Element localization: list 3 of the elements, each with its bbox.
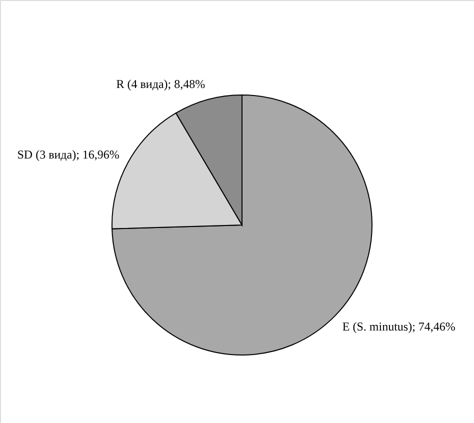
slice-label: R (4 вида); 8,48% — [116, 77, 206, 92]
slice-label: SD (3 вида); 16,96% — [17, 147, 120, 162]
slice-label: E (S. minutus); 74,46% — [342, 320, 456, 334]
